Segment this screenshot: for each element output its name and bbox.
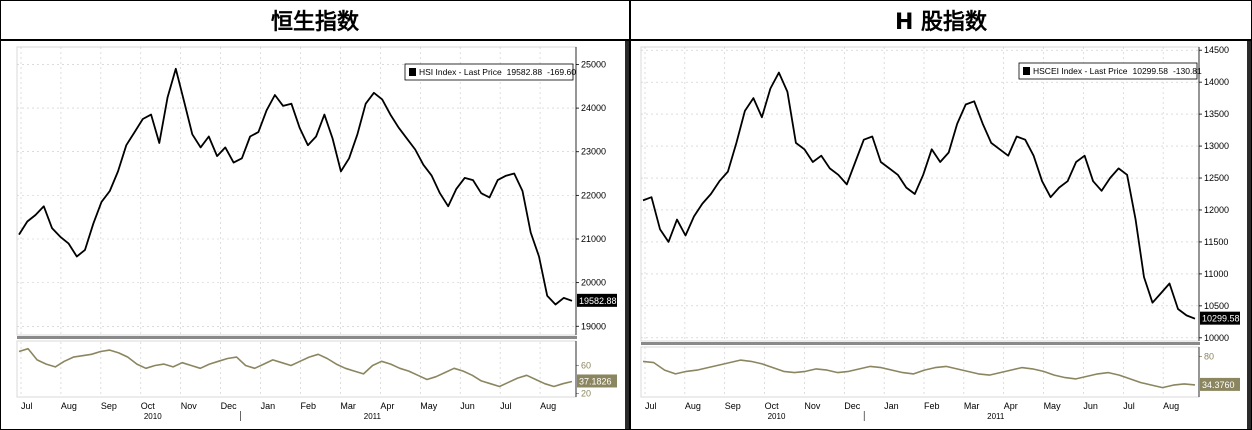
legend-change: -169.60 bbox=[547, 67, 576, 77]
indicator-series-line bbox=[18, 347, 573, 388]
month-label: Sep bbox=[101, 401, 117, 411]
price-tick-label: 23000 bbox=[581, 147, 606, 157]
legend-text: HSI Index - Last Price 19582.88 -169.60 bbox=[419, 67, 576, 77]
month-label: Sep bbox=[725, 401, 741, 411]
pane-divider bbox=[17, 336, 577, 339]
month-label: Feb bbox=[301, 401, 317, 411]
hscei-title: H 股指数 bbox=[630, 0, 1252, 40]
price-tick-label: 12500 bbox=[1204, 173, 1229, 183]
month-label: Jul bbox=[21, 401, 33, 411]
price-legend: HSI Index - Last Price 19582.88 -169.60 bbox=[404, 63, 576, 81]
hsi-chart: Jul Aug Sep Oct Nov Dec Jan Feb Mar Apr May Jun Jul A… bbox=[16, 41, 629, 429]
price-series-line bbox=[18, 67, 573, 306]
month-label: Mar bbox=[340, 401, 356, 411]
month-label: Apr bbox=[1004, 401, 1018, 411]
month-label: Jun bbox=[460, 401, 475, 411]
price-tick-label: 20000 bbox=[581, 278, 606, 288]
last-price-badge bbox=[577, 293, 617, 307]
price-tick-label: 14500 bbox=[1204, 45, 1229, 55]
legend-swatch bbox=[1023, 67, 1030, 75]
indicator-series-line bbox=[642, 359, 1196, 389]
month-label: Aug bbox=[540, 401, 556, 411]
legend-box bbox=[404, 63, 574, 81]
month-label: Jul bbox=[645, 401, 657, 411]
legend-value: 19582.88 bbox=[507, 67, 543, 77]
legend-text: HSCEI Index - Last Price 10299.58 -130.81 bbox=[1033, 66, 1202, 76]
indicator-value-label: 34.3760 bbox=[1202, 380, 1235, 390]
year-label: 2010 bbox=[768, 412, 786, 421]
month-label: Jul bbox=[1123, 401, 1135, 411]
month-label: Aug bbox=[685, 401, 701, 411]
month-label: Nov bbox=[181, 401, 198, 411]
legend-value: 10299.58 bbox=[1132, 66, 1168, 76]
month-label: Feb bbox=[924, 401, 940, 411]
month-label: Jun bbox=[1083, 401, 1098, 411]
price-tick-label: 12000 bbox=[1204, 205, 1229, 215]
last-price-label: 10299.58 bbox=[1202, 314, 1240, 324]
month-label: Jul bbox=[500, 401, 512, 411]
price-tick-label: 24000 bbox=[581, 103, 606, 113]
indicator-badge bbox=[577, 374, 617, 388]
price-tick-label: 10500 bbox=[1204, 301, 1229, 311]
price-tick-label: 13000 bbox=[1204, 141, 1229, 151]
last-price-badge bbox=[1200, 311, 1240, 325]
price-tick-label: 19000 bbox=[581, 321, 606, 331]
indicator-value-label: 37.1826 bbox=[579, 376, 612, 386]
month-label: Jan bbox=[884, 401, 899, 411]
price-tick-label: 21000 bbox=[581, 234, 606, 244]
panel-edge-bar bbox=[625, 41, 629, 429]
month-label: Nov bbox=[804, 401, 821, 411]
month-label: Aug bbox=[1163, 401, 1179, 411]
year-label: 2011 bbox=[364, 412, 382, 421]
year-label: 2010 bbox=[144, 412, 162, 421]
legend-series-name: HSCEI Index - Last Price bbox=[1033, 66, 1128, 76]
panel-edge-bar bbox=[1247, 41, 1251, 429]
indicator-tick-label: 20 bbox=[581, 389, 591, 399]
indicator-tick-label: 80 bbox=[1204, 351, 1214, 361]
indicator-tick-label: 60 bbox=[581, 361, 591, 371]
pane-divider bbox=[641, 342, 1200, 345]
month-label: Oct bbox=[765, 401, 780, 411]
price-tick-label: 25000 bbox=[581, 59, 606, 69]
year-label: 2011 bbox=[987, 412, 1005, 421]
month-label: Dec bbox=[221, 401, 238, 411]
hsi-title: 恒生指数 bbox=[0, 0, 630, 40]
month-label: May bbox=[420, 401, 438, 411]
month-label: Apr bbox=[380, 401, 394, 411]
price-tick-label: 10000 bbox=[1204, 333, 1229, 343]
hscei-chart: Jul Aug Sep Oct Nov Dec Jan Feb Mar Apr May Jun Jul A… bbox=[640, 41, 1251, 429]
legend-series-name: HSI Index - Last Price bbox=[419, 67, 502, 77]
legend-box bbox=[1018, 62, 1198, 80]
month-label: Mar bbox=[964, 401, 980, 411]
last-price-label: 19582.88 bbox=[579, 296, 617, 306]
hscei-chart-panel: Jul Aug Sep Oct Nov Dec Jan Feb Mar Apr May Jun Jul A… bbox=[630, 40, 1252, 430]
price-tick-label: 11500 bbox=[1204, 237, 1228, 247]
indicator-badge bbox=[1200, 377, 1240, 391]
price-legend: HSCEI Index - Last Price 10299.58 -130.81 bbox=[1018, 62, 1202, 80]
price-series-line bbox=[642, 71, 1196, 320]
legend-swatch bbox=[409, 68, 416, 76]
hsi-chart-panel: Jul Aug Sep Oct Nov Dec Jan Feb Mar Apr May Jun Jul A… bbox=[0, 40, 630, 430]
month-label: Jan bbox=[261, 401, 276, 411]
month-label: May bbox=[1044, 401, 1062, 411]
price-tick-label: 13500 bbox=[1204, 109, 1229, 119]
month-label: Aug bbox=[61, 401, 77, 411]
month-label: Oct bbox=[141, 401, 156, 411]
legend-change: -130.81 bbox=[1173, 66, 1202, 76]
price-tick-label: 14000 bbox=[1204, 77, 1229, 87]
price-tick-label: 11000 bbox=[1204, 269, 1228, 279]
month-label: Dec bbox=[844, 401, 861, 411]
price-tick-label: 22000 bbox=[581, 190, 606, 200]
